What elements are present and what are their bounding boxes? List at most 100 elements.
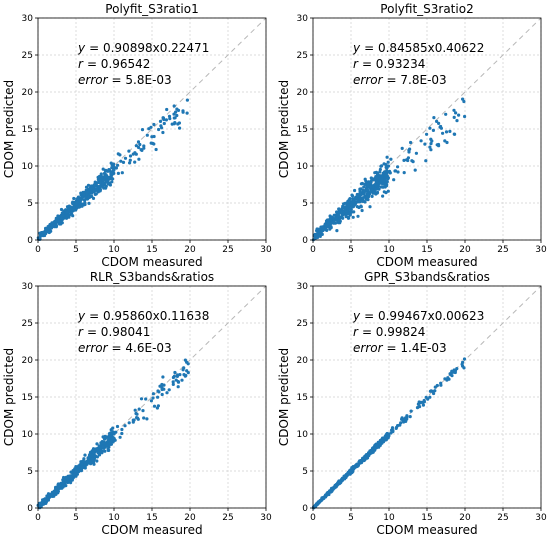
data-point [338, 221, 342, 225]
data-point [359, 193, 363, 197]
data-point [373, 446, 377, 450]
data-point [145, 133, 149, 137]
y-tick-label: 20 [297, 88, 309, 98]
r-label: r = 0.96542 [78, 57, 150, 71]
data-point [423, 142, 427, 146]
data-point [373, 171, 377, 175]
data-point [116, 171, 120, 175]
data-point [174, 110, 178, 114]
ticks: 0 5 10 15 20 25 30 0 5 10 15 20 25 30 [297, 282, 547, 523]
panel-title: Polyfit_S3ratio2 [380, 2, 473, 16]
data-point [386, 189, 390, 193]
equation-label: y = 0.90898x0.22471 [77, 41, 209, 55]
data-point [329, 221, 333, 225]
data-point [360, 208, 364, 213]
data-point [139, 397, 144, 401]
data-point [330, 487, 334, 491]
data-point [68, 480, 72, 484]
data-point [441, 131, 445, 135]
data-point [56, 483, 60, 487]
data-point [424, 159, 428, 163]
data-point [71, 202, 75, 206]
x-tick-label: 30 [260, 245, 272, 255]
data-point [413, 168, 417, 172]
data-point [96, 175, 100, 179]
data-point [325, 218, 330, 222]
data-point [109, 171, 113, 175]
data-point [100, 175, 104, 179]
data-point [457, 113, 461, 117]
x-axis-title: CDOM measured [376, 255, 477, 269]
equation-label: y = 0.84585x0.40622 [352, 41, 484, 55]
x-axis-title: CDOM measured [101, 523, 202, 537]
data-point [408, 415, 412, 419]
data-point [355, 205, 359, 209]
data-point [172, 104, 176, 108]
data-point [123, 156, 128, 160]
data-point [134, 152, 138, 156]
data-point [377, 176, 381, 180]
data-point [386, 434, 390, 438]
data-point [389, 157, 393, 161]
y-tick-label: 15 [297, 125, 308, 135]
data-point [409, 409, 413, 413]
data-point [97, 184, 102, 188]
data-point [461, 97, 465, 101]
data-point [54, 224, 59, 228]
data-point [81, 459, 85, 463]
data-point [57, 219, 61, 223]
x-tick-label: 10 [383, 245, 395, 255]
x-tick-label: 25 [222, 245, 233, 255]
y-tick-label: 30 [22, 14, 34, 24]
data-point [390, 429, 394, 433]
data-point [135, 412, 139, 416]
data-point [362, 192, 366, 196]
data-point [161, 375, 165, 379]
data-point [161, 130, 165, 135]
data-point [164, 118, 168, 122]
data-point [137, 145, 141, 150]
data-point [93, 455, 97, 459]
data-point [335, 229, 339, 233]
data-point [152, 404, 157, 408]
data-point [103, 169, 107, 173]
data-point [181, 110, 185, 114]
data-point [341, 213, 345, 217]
data-point [335, 210, 339, 214]
data-point [102, 178, 106, 182]
data-point [64, 475, 68, 479]
data-point [95, 442, 99, 446]
y-tick-label: 15 [22, 125, 33, 135]
data-point [402, 171, 406, 175]
data-point [167, 114, 172, 118]
y-tick-label: 5 [302, 199, 308, 209]
data-point [357, 200, 361, 204]
data-point [97, 444, 101, 448]
panel-rlr-s3bands-ratios: RLR_S3bands&ratios 0 5 10 15 20 25 30 0 5 10 15 20 2… [2, 270, 272, 537]
data-point [353, 465, 357, 469]
data-point [429, 148, 433, 152]
data-point [384, 165, 388, 170]
data-point [142, 146, 146, 150]
data-point [445, 140, 449, 145]
reference-line [312, 17, 542, 241]
data-point [405, 414, 409, 418]
data-point [80, 462, 84, 466]
data-point [101, 181, 105, 186]
data-point [182, 373, 186, 377]
data-point [121, 160, 126, 164]
data-point [359, 187, 363, 191]
data-point [461, 364, 465, 368]
data-point [356, 193, 360, 197]
data-point [78, 202, 83, 206]
y-tick-label: 20 [297, 356, 309, 366]
data-point [64, 484, 68, 488]
data-point [351, 215, 355, 219]
data-point [151, 392, 155, 396]
data-point [340, 477, 345, 481]
data-point [384, 173, 388, 177]
scatter-points [311, 97, 467, 242]
y-axis-title: CDOM predicted [2, 80, 16, 178]
data-point [52, 223, 56, 227]
data-point [350, 466, 354, 470]
